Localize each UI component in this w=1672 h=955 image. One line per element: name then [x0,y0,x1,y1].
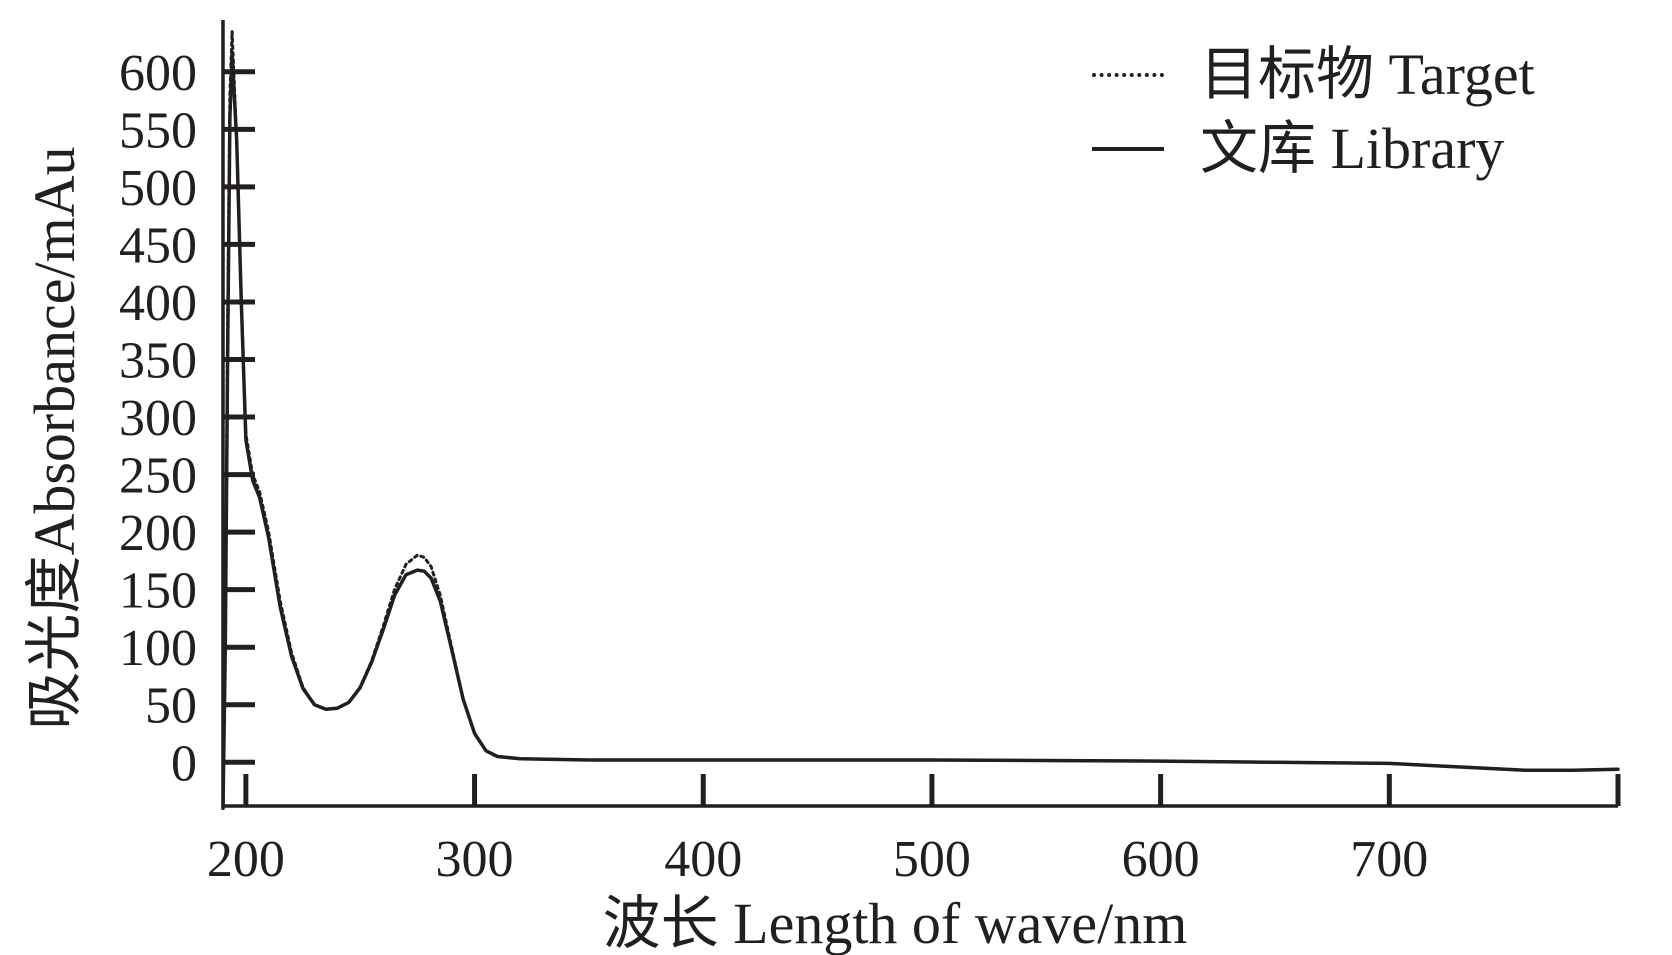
y-tick-label: 300 [119,390,197,447]
y-tick-label: 0 [171,735,197,792]
x-tick-label: 200 [207,831,285,888]
x-tick-label: 400 [664,831,742,888]
y-tick-label: 200 [119,505,197,562]
legend-swatch-solid [1092,147,1164,151]
axes [221,20,1618,808]
y-tick-label: 250 [119,448,197,505]
y-tick-label: 50 [145,678,197,735]
y-axis-label: 吸光度Absorbance/mAu [22,146,87,729]
y-tick-label: 550 [119,102,197,159]
y-tick-label: 450 [119,217,197,274]
series-line-library [221,52,1620,811]
legend-label-target: 目标物 Target [1200,42,1535,107]
y-tick-label: 600 [119,45,197,102]
legend: 目标物 Target 文库 Library [1092,38,1535,186]
legend-item-library: 文库 Library [1092,112,1535,186]
x-tick-label: 600 [1122,831,1200,888]
series-layer [221,30,1620,811]
x-axis-ticks: 200 300 400 500 600 700 [207,774,1621,888]
x-tick-label: 300 [436,831,514,888]
y-tick-label: 100 [119,620,197,677]
y-tick-label: 400 [119,275,197,332]
legend-item-target: 目标物 Target [1092,38,1535,112]
legend-swatch-dotted [1092,73,1164,77]
y-tick-label: 500 [119,160,197,217]
x-tick-label: 700 [1350,831,1428,888]
x-axis-label: 波长 Length of wave/nm [603,891,1188,955]
y-tick-label: 150 [119,563,197,620]
legend-label-library: 文库 Library [1200,116,1505,181]
x-tick-label: 500 [893,831,971,888]
y-tick-label: 350 [119,332,197,389]
